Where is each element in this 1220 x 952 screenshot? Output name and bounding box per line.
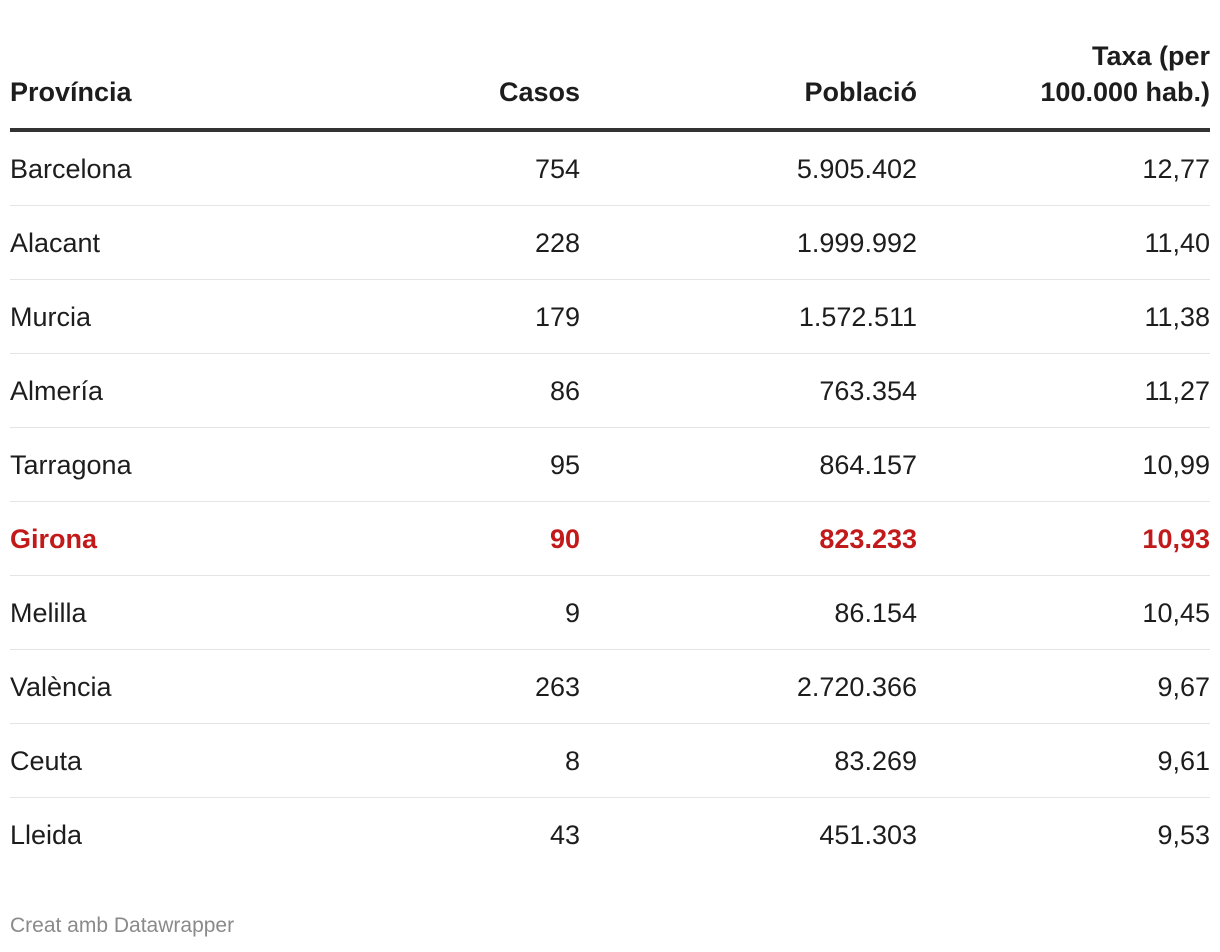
cell-provincia: Ceuta	[10, 745, 83, 776]
table-row: Barcelona 754 5.905.402 12,77	[10, 132, 1210, 206]
cell-provincia: Alacant	[10, 227, 101, 258]
cell-casos: 43	[549, 820, 580, 850]
header-taxa: Taxa (per 100.000 hab.)	[917, 38, 1210, 110]
table-row: València 263 2.720.366 9,67	[10, 650, 1210, 724]
cell-casos: 90	[549, 523, 580, 554]
table-row: Lleida 43 451.303 9,53	[10, 798, 1210, 872]
cell-provincia: València	[10, 671, 112, 702]
cell-taxa: 11,38	[1144, 301, 1210, 332]
cell-poblacio: 1.572.511	[798, 301, 917, 332]
cell-poblacio: 86.154	[834, 597, 917, 628]
cell-taxa: 11,40	[1144, 227, 1210, 258]
cell-poblacio: 1.999.992	[796, 227, 917, 258]
header-provincia: Província	[10, 77, 132, 107]
data-table: Província Casos Població Taxa (per 100.0…	[10, 41, 1210, 872]
cell-provincia: Murcia	[10, 301, 92, 332]
cell-taxa: 10,99	[1142, 449, 1210, 480]
cell-poblacio: 864.157	[819, 449, 917, 480]
table-row: Alacant 228 1.999.992 11,40	[10, 206, 1210, 280]
table-row: Melilla 9 86.154 10,45	[10, 576, 1210, 650]
cell-taxa: 11,27	[1144, 375, 1210, 406]
cell-provincia: Tarragona	[10, 449, 132, 480]
table-row: Girona 90 823.233 10,93	[10, 502, 1210, 576]
header-casos: Casos	[498, 77, 580, 107]
cell-poblacio: 83.269	[834, 745, 917, 776]
cell-taxa: 12,77	[1142, 153, 1210, 184]
cell-taxa: 9,53	[1157, 820, 1210, 850]
table-row: Ceuta 8 83.269 9,61	[10, 724, 1210, 798]
header-taxa-line1: Taxa (per	[1091, 41, 1210, 71]
table-header: Província Casos Població Taxa (per 100.0…	[10, 41, 1210, 132]
cell-poblacio: 451.303	[819, 820, 917, 850]
cell-provincia: Almería	[10, 375, 104, 406]
table-body: Barcelona 754 5.905.402 12,77 Alacant 228 1.99…	[10, 132, 1210, 872]
cell-taxa: 9,67	[1157, 671, 1210, 702]
header-taxa-line2: 100.000 hab.)	[1040, 77, 1210, 107]
cell-provincia: Melilla	[10, 597, 87, 628]
table-row: Almería 86 763.354 11,27	[10, 354, 1210, 428]
cell-casos: 179	[534, 301, 580, 332]
cell-casos: 86	[549, 375, 580, 406]
cell-casos: 95	[549, 449, 580, 480]
table-row: Tarragona 95 864.157 10,99	[10, 428, 1210, 502]
cell-taxa: 10,93	[1142, 523, 1210, 554]
table-row: Murcia 179 1.572.511 11,38	[10, 280, 1210, 354]
cell-provincia: Girona	[10, 523, 98, 554]
cell-provincia: Lleida	[10, 820, 83, 850]
cell-taxa: 10,45	[1142, 597, 1210, 628]
cell-poblacio: 823.233	[819, 523, 917, 554]
cell-casos: 9	[564, 597, 580, 628]
cell-poblacio: 763.354	[819, 375, 917, 406]
cell-casos: 263	[534, 671, 580, 702]
cell-poblacio: 5.905.402	[796, 153, 917, 184]
cell-provincia: Barcelona	[10, 153, 132, 184]
cell-casos: 228	[534, 227, 580, 258]
cell-poblacio: 2.720.366	[796, 671, 917, 702]
footer-credit: Creat amb Datawrapper	[10, 914, 235, 937]
header-poblacio: Població	[804, 77, 917, 107]
cell-taxa: 9,61	[1157, 745, 1210, 776]
cell-casos: 8	[564, 745, 580, 776]
cell-casos: 754	[534, 153, 580, 184]
